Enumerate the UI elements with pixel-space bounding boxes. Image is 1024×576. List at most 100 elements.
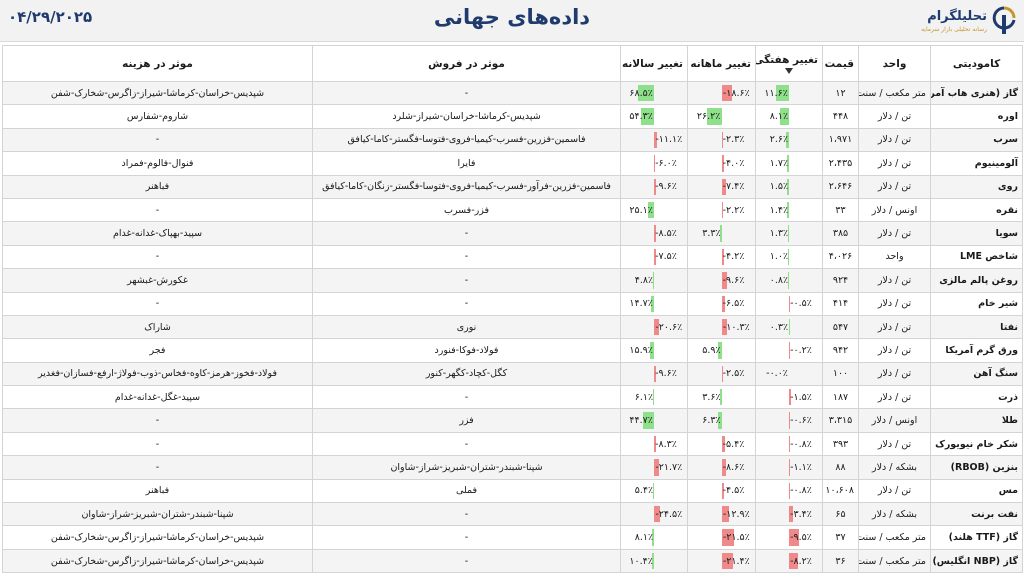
table-row[interactable]: سویا تن / دلار ۳۸۵ ۱.۳٪ ۳.۳٪ -۸.۵٪ - سپید-بهپاک…: [2, 221, 1023, 246]
commodity-name: گاز (هنری هاب آمریکا): [930, 80, 1023, 106]
commodity-name: نفت برنت: [930, 502, 1023, 527]
monthly-change-value: ۵.۹٪: [702, 344, 721, 356]
sales-impact-tickers: فاسمین-فزرین-فسرب-کیمیا-فروی-فتوسا-فگستر…: [312, 127, 621, 153]
yearly-change-bar: [643, 412, 654, 429]
table-row[interactable]: نفت برنت بشکه / دلار ۶۵ -۳.۴٪ -۱۲.۹٪ -۲۴.۵٪ - ش…: [2, 502, 1023, 527]
table-row[interactable]: روی تن / دلار ۲،۶۴۶ ۱.۵٪ -۷.۴٪ -۹.۶٪ فاسمین-فز…: [2, 174, 1023, 199]
sales-impact-tickers: -: [312, 221, 621, 246]
col-yearly[interactable]: تغییر سالانه: [620, 45, 688, 82]
table-row[interactable]: طلا اونس / دلار ۳،۳۱۵ -۰.۶٪ ۶.۳٪ ۴۴.۷٪ فزر -: [2, 408, 1023, 433]
sales-impact-tickers: فزر-فسرب: [312, 197, 621, 223]
weekly-change-cell: -۰.۶٪: [755, 408, 823, 433]
table-row[interactable]: ورق گرم آمریکا تن / دلار ۹۴۲ -۰.۲٪ ۵.۹٪ ۱۵.۹٪…: [2, 338, 1023, 363]
cost-impact-tickers: شپدیس-خراسان-کرماشا-شیراز-زاگرس-شخارک-شف…: [2, 525, 313, 550]
yearly-change-value: ۵۴.۳٪: [629, 111, 653, 123]
yearly-change-bar: [637, 85, 654, 102]
weekly-change-cell: -۹.۵٪: [755, 525, 823, 550]
table-row[interactable]: شکر خام نیویورک تن / دلار ۳۹۳ -۰.۸٪ -۵.۴٪ -۸.…: [2, 431, 1023, 457]
weekly-change-cell: ۱.۳٪: [755, 221, 823, 246]
yearly-change-bar: [648, 201, 654, 219]
table-row[interactable]: مس تن / دلار ۱۰،۶۰۸ -۰.۸٪ -۴.۵٪ ۵.۴٪ فملی فباهن…: [2, 478, 1023, 504]
table-row[interactable]: روغن پالم مالزی تن / دلار ۹۲۴ ۰.۸٪ -۹.۶٪ ۴.۸٪…: [2, 268, 1023, 293]
monthly-change-cell: -۷.۴٪: [687, 174, 756, 199]
commodity-name: طلا: [930, 408, 1023, 433]
weekly-change-value: ۱.۰٪: [769, 251, 789, 263]
commodity-name: آلومینیوم: [930, 151, 1023, 176]
col-commodity[interactable]: کامودیتی: [930, 45, 1023, 82]
yearly-change-cell: -۱۱.۱٪: [620, 127, 688, 153]
sort-descending-icon[interactable]: [785, 67, 793, 74]
monthly-change-cell: -۲۱.۴٪: [687, 548, 756, 574]
weekly-change-value: ۱.۳٪: [769, 228, 789, 240]
table-row[interactable]: سنگ آهن تن / دلار ۱۰۰ -۰.۰٪ -۲.۵٪ -۹.۶٪ کگل-کچ…: [2, 361, 1023, 387]
commodity-price: ۶۵: [822, 502, 859, 527]
weekly-change-value: -۳.۴٪: [790, 508, 812, 520]
table-row[interactable]: بنزین (RBOB) بشکه / دلار ۸۸ -۱.۱٪ -۸.۶٪ -۲۱.۷…: [2, 455, 1023, 480]
monthly-change-value: -۲.۳٪: [722, 134, 745, 146]
weekly-change-value: ۸.۱٪: [769, 111, 789, 123]
report-date: ۰۴/۲۹/۲۰۲۵: [8, 8, 93, 26]
weekly-change-cell: ۱.۵٪: [755, 174, 823, 199]
cost-impact-tickers: -: [2, 127, 313, 153]
monthly-change-bar: [706, 108, 722, 125]
monthly-change-bar: [721, 506, 729, 523]
monthly-change-value: -۲.۵٪: [722, 368, 745, 380]
monthly-change-cell: -۹.۶٪: [687, 268, 756, 293]
cost-impact-tickers: فنوال-فالوم-فمراد: [2, 151, 313, 176]
weekly-change-bar: [789, 506, 793, 523]
monthly-change-value: -۷.۴٪: [722, 181, 745, 193]
sales-impact-tickers: فزر: [312, 408, 621, 433]
table-row[interactable]: سرب تن / دلار ۱،۹۷۱ ۲.۶٪ -۲.۳٪ -۱۱.۱٪ فاسمین-ف…: [2, 127, 1023, 153]
weekly-change-value: -۰.۵٪: [790, 298, 812, 310]
table-row[interactable]: شاخص LME واحد ۴،۰۲۶ ۱.۰٪ -۴.۲٪ -۷.۵٪ - -: [2, 244, 1023, 270]
brand-logo[interactable]: تحلیلگرام رسانه تحلیلی بازار سرمایه: [921, 5, 1016, 37]
col-sales-impact[interactable]: موثر در فروش: [312, 45, 621, 82]
yearly-change-cell: ۵۴.۳٪: [620, 104, 688, 129]
weekly-change-value: ۱.۷٪: [769, 157, 789, 169]
col-unit[interactable]: واحد: [858, 45, 931, 82]
table-row[interactable]: گاز (TTF هلند) متر مکعب / سنت ۳۷ -۹.۵٪ -۲۱.۵…: [2, 525, 1023, 550]
weekly-change-value: -۸.۲٪: [790, 555, 812, 567]
table-row[interactable]: ذرت تن / دلار ۱۸۷ -۱.۵٪ ۳.۶٪ ۶.۱٪ - سپید-غگل-غد…: [2, 385, 1023, 410]
weekly-change-cell: -۰.۵٪: [755, 291, 823, 316]
yearly-change-value: ۵.۴٪: [634, 485, 654, 497]
commodity-unit: تن / دلار: [858, 291, 931, 316]
col-cost-impact[interactable]: موثر در هزینه: [2, 45, 313, 82]
monthly-change-cell: -۲.۳٪: [687, 127, 756, 153]
weekly-change-cell: ۱.۰٪: [755, 244, 823, 270]
commodity-unit: تن / دلار: [858, 338, 931, 363]
yearly-change-value: -۲۰.۶٪: [655, 321, 683, 333]
weekly-change-cell: ۱۱.۶٪: [755, 80, 823, 106]
yearly-change-bar: [650, 342, 654, 359]
table-row[interactable]: گاز (NBP انگلیس) متر مکعب / سنت ۳۶ -۸.۲٪ -۲۱…: [2, 548, 1023, 574]
sales-impact-tickers: فاسمین-فزرین-فرآور-فسرب-کیمیا-فروی-فتوسا…: [312, 174, 621, 199]
monthly-change-cell: ۳.۶٪: [687, 385, 756, 410]
cost-impact-tickers: غکورش-غبشهر: [2, 268, 313, 293]
commodity-price: ۱۲: [822, 80, 859, 106]
yearly-change-value: -۶.۰٪: [655, 157, 677, 169]
commodity-unit: واحد: [858, 244, 931, 270]
yearly-change-bar: [654, 435, 656, 453]
monthly-change-bar: [721, 552, 734, 570]
yearly-change-cell: -۶.۰٪: [620, 151, 688, 176]
table-row[interactable]: اوره تن / دلار ۴۴۸ ۸.۱٪ ۲۶.۲٪ ۵۴.۳٪ شپدیس-کرما…: [2, 104, 1023, 129]
table-row[interactable]: شیر خام تن / دلار ۴۱۴ -۰.۵٪ -۶.۵٪ ۱۴.۷٪ - -: [2, 291, 1023, 316]
monthly-change-value: -۴.۵٪: [722, 485, 745, 497]
col-weekly[interactable]: تغییر هفتگی: [755, 45, 823, 82]
weekly-change-value: ۱.۵٪: [769, 181, 789, 193]
sales-impact-tickers: -: [312, 80, 621, 106]
col-monthly[interactable]: تغییر ماهانه: [687, 45, 756, 82]
monthly-change-bar: [721, 131, 723, 149]
table-row[interactable]: نقره اونس / دلار ۳۳ ۱.۴٪ -۲.۲٪ ۲۵.۱٪ فزر-فسرب -: [2, 197, 1023, 223]
col-price[interactable]: قیمت: [822, 45, 859, 82]
weekly-change-cell: -۱.۱٪: [755, 455, 823, 480]
monthly-change-value: -۲۱.۴٪: [722, 555, 750, 567]
weekly-change-value: ۱۱.۶٪: [764, 87, 788, 99]
monthly-change-value: ۳.۶٪: [702, 391, 721, 403]
yearly-change-value: ۲۵.۱٪: [629, 204, 653, 216]
weekly-change-cell: -۰.۰٪: [755, 361, 823, 387]
table-row[interactable]: آلومینیوم تن / دلار ۲،۴۳۵ ۱.۷٪ -۴.۰٪ -۶.۰٪ فای…: [2, 151, 1023, 176]
weekly-change-value: -۰.۲٪: [790, 344, 812, 356]
table-row[interactable]: نفتا تن / دلار ۵۴۷ ۰.۳٪ -۱۰.۳٪ -۲۰.۶٪ نوری شارا…: [2, 314, 1023, 340]
